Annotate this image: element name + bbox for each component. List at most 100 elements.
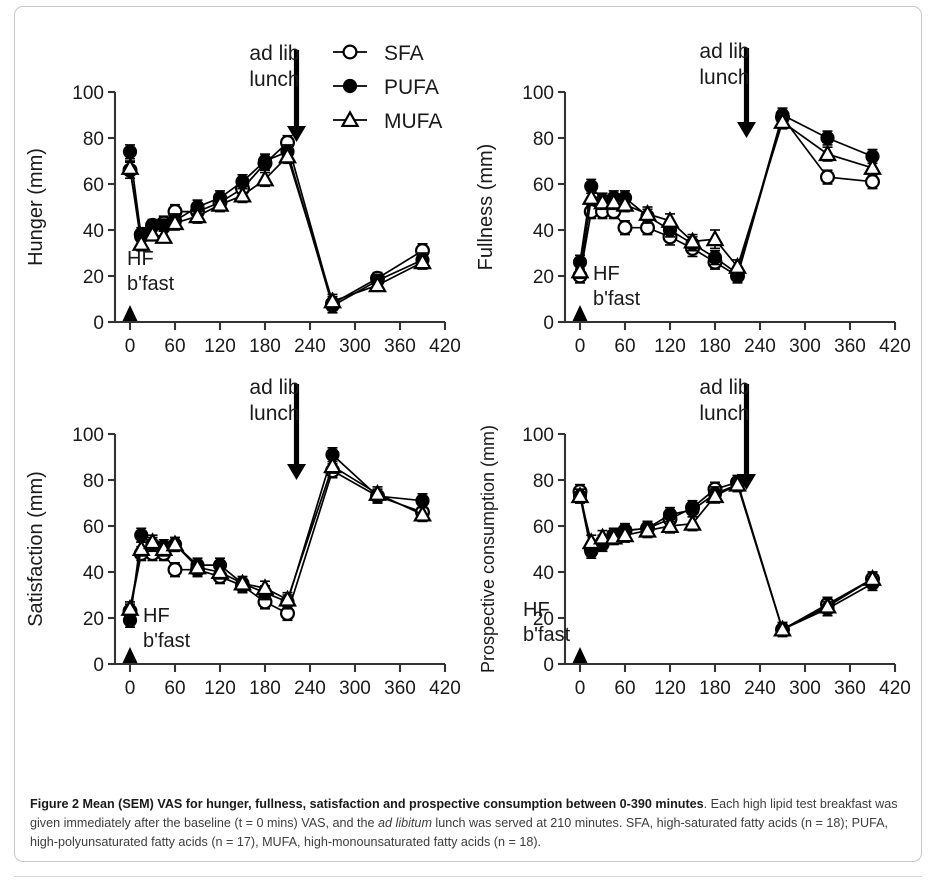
x-tick-label: 360 — [384, 336, 416, 357]
series-MUFA — [570, 474, 882, 638]
y-tick-label: 100 — [522, 425, 554, 446]
ad-lib-label-line2: lunch — [249, 68, 299, 91]
hf-breakfast-label-line2: b'fast — [593, 288, 641, 310]
x-tick-label: 60 — [614, 336, 635, 357]
hf-breakfast-annotation: HF b'fast — [122, 248, 175, 321]
x-tick-label: 240 — [744, 336, 776, 357]
chart-satisfaction: 0 20 40 60 80 100 0 60 120 180 240 300 360 420 Satisfa… — [25, 376, 461, 699]
x-tick-label: 420 — [429, 336, 461, 357]
x-tick-label: 300 — [339, 678, 371, 699]
y-tick-label: 100 — [72, 83, 104, 104]
y-tick-label: 40 — [83, 563, 104, 584]
panel-fullness: 0 20 40 60 80 100 0 60 120 180 240 300 360 420 Fullnes… — [470, 30, 920, 372]
y-tick-label: 20 — [83, 267, 104, 288]
x-tick-label: 180 — [249, 678, 281, 699]
chart-legend: SFA PUFA MUFA — [333, 42, 442, 133]
y-tick-label: 40 — [83, 221, 104, 242]
x-tick-label: 240 — [294, 678, 326, 699]
ad-lib-lunch-annotation: ad lib lunch — [699, 40, 756, 138]
x-tick-label: 420 — [879, 678, 911, 699]
x-tick-label: 360 — [834, 678, 866, 699]
y-tick-label: 100 — [72, 425, 104, 446]
x-tick-label: 360 — [834, 336, 866, 357]
series-PUFA — [572, 107, 880, 282]
y-tick-label: 60 — [83, 175, 104, 196]
y-tick-label: 60 — [533, 175, 554, 196]
panel-hunger: 0 20 40 60 80 100 0 60 120 180 240 300 360 420 Hunger … — [20, 30, 470, 372]
figure-plot-grid: 0 20 40 60 80 100 0 60 120 180 240 300 360 420 Hunger … — [20, 30, 920, 714]
ad-lib-lunch-annotation: ad lib lunch — [699, 376, 756, 490]
x-tick-label: 180 — [699, 336, 731, 357]
hf-breakfast-label-line1: HF — [523, 599, 550, 621]
series-MUFA — [120, 456, 432, 617]
x-tick-label: 120 — [204, 336, 236, 357]
figure-border — [14, 6, 922, 862]
x-tick-label: 180 — [249, 336, 281, 357]
panel-prospective-consumption: 0 20 40 60 80 100 0 60 120 180 240 300 360 420 Prospec… — [470, 372, 920, 714]
panel-satisfaction: 0 20 40 60 80 100 0 60 120 180 240 300 360 420 Satisfa… — [20, 372, 470, 714]
series-MUFA — [570, 112, 882, 280]
hf-breakfast-label-line2: b'fast — [143, 630, 191, 652]
hf-breakfast-label-line2: b'fast — [127, 273, 175, 295]
x-tick-label: 240 — [294, 336, 326, 357]
x-tick-label: 0 — [575, 678, 586, 699]
x-tick-label: 120 — [204, 678, 236, 699]
x-tick-label: 240 — [744, 678, 776, 699]
ad-lib-lunch-annotation: ad lib lunch — [249, 42, 306, 142]
y-tick-label: 80 — [533, 129, 554, 150]
x-tick-label: 120 — [654, 678, 686, 699]
ad-lib-label-line1: ad lib — [249, 42, 299, 65]
caption-bold-lead: Figure 2 Mean (SEM) VAS for hunger, full… — [30, 797, 704, 811]
ad-lib-label-line2: lunch — [699, 66, 749, 89]
y-tick-label: 80 — [83, 129, 104, 150]
y-tick-label: 40 — [533, 221, 554, 242]
series-MUFA — [120, 146, 432, 310]
x-tick-label: 360 — [384, 678, 416, 699]
figure-caption: Figure 2 Mean (SEM) VAS for hunger, full… — [30, 795, 910, 852]
ad-lib-label-line2: lunch — [249, 402, 299, 425]
x-tick-label: 120 — [654, 336, 686, 357]
hf-breakfast-annotation: HF b'fast — [572, 263, 641, 321]
bottom-divider — [14, 876, 922, 877]
hf-breakfast-label-line1: HF — [143, 605, 170, 627]
y-tick-label: 60 — [533, 517, 554, 538]
x-tick-label: 0 — [125, 678, 136, 699]
ad-lib-label-line1: ad lib — [699, 376, 749, 399]
y-tick-label: 60 — [83, 517, 104, 538]
ad-lib-label-line1: ad lib — [249, 376, 299, 399]
y-tick-label: 20 — [533, 267, 554, 288]
x-tick-label: 420 — [429, 678, 461, 699]
x-tick-label: 60 — [164, 678, 185, 699]
x-tick-label: 0 — [575, 336, 586, 357]
caption-body: . Each high lipid test breakfast was giv… — [30, 797, 898, 831]
y-tick-label: 20 — [83, 609, 104, 630]
ad-lib-lunch-annotation: ad lib lunch — [249, 376, 306, 480]
y-axis-title: Satisfaction (mm) — [25, 471, 47, 627]
y-tick-label: 0 — [93, 655, 104, 676]
hf-breakfast-label-line1: HF — [593, 263, 620, 285]
y-tick-label: 0 — [543, 655, 554, 676]
x-tick-label: 60 — [614, 678, 635, 699]
legend-label-PUFA: PUFA — [384, 76, 439, 99]
y-axis-title: Prospective consumption (mm) — [478, 425, 498, 673]
hf-breakfast-annotation: HF b'fast — [122, 605, 191, 663]
x-tick-label: 300 — [789, 678, 821, 699]
ad-lib-label-line1: ad lib — [699, 40, 749, 63]
caption-italic-term: ad libitum — [378, 816, 432, 831]
y-tick-label: 80 — [533, 471, 554, 492]
y-tick-label: 80 — [83, 471, 104, 492]
hf-breakfast-annotation: HF b'fast — [523, 599, 588, 663]
y-tick-label: 0 — [93, 313, 104, 334]
caption-tail: lunch was served at 210 minutes. SFA, hi… — [30, 816, 888, 850]
chart-hunger: 0 20 40 60 80 100 0 60 120 180 240 300 360 420 Hunger … — [25, 42, 461, 357]
hf-breakfast-label-line1: HF — [127, 248, 154, 270]
y-tick-label: 100 — [522, 83, 554, 104]
x-tick-label: 180 — [699, 678, 731, 699]
hf-breakfast-label-line2: b'fast — [523, 624, 571, 646]
y-axis-title: Hunger (mm) — [25, 148, 47, 266]
legend-label-MUFA: MUFA — [384, 110, 442, 133]
y-tick-label: 0 — [543, 313, 554, 334]
x-tick-label: 0 — [125, 336, 136, 357]
x-tick-label: 300 — [789, 336, 821, 357]
chart-prospective_consumption: 0 20 40 60 80 100 0 60 120 180 240 300 360 420 Prospec… — [478, 376, 911, 699]
